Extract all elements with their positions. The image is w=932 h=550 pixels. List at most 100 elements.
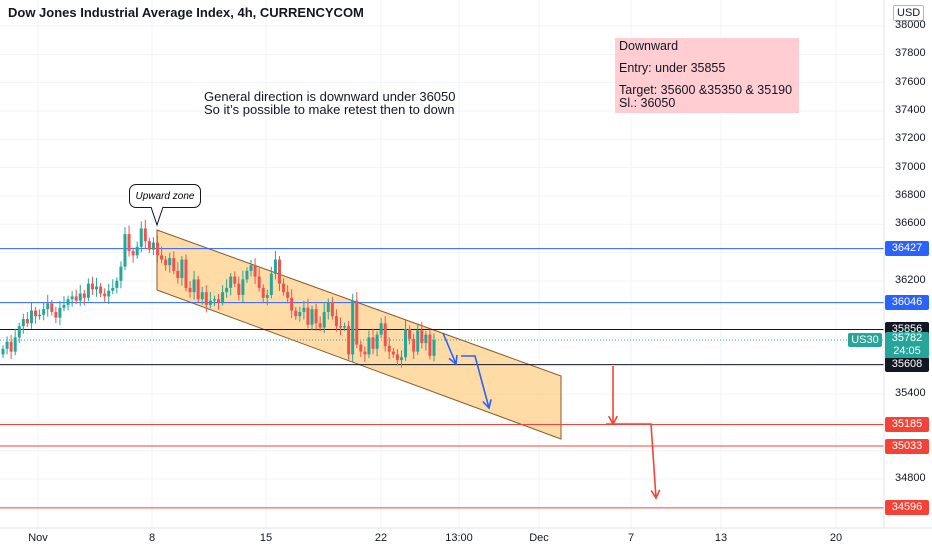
candle-body	[95, 286, 99, 290]
candle-body	[286, 292, 290, 298]
candle-body	[221, 292, 225, 303]
candle-body	[29, 310, 33, 324]
price-axis-label: 37400	[895, 103, 926, 116]
candle-body	[265, 294, 269, 298]
candle-body	[156, 242, 160, 256]
candle-body	[90, 283, 94, 290]
candle-body	[395, 354, 399, 361]
candle-body	[367, 337, 371, 355]
candle-body	[269, 273, 273, 295]
time-axis-label: 7	[627, 532, 635, 544]
candle-body	[241, 279, 245, 295]
candle-body	[74, 296, 78, 301]
candle-body	[424, 334, 428, 344]
chart-title: Dow Jones Industrial Average Index, 4h, …	[8, 5, 364, 20]
candle-body	[70, 296, 74, 300]
time-axis-label: Nov	[28, 532, 48, 544]
candle-body	[375, 334, 379, 349]
callout-pointer	[150, 207, 164, 227]
trade-plan-box: Downward Entry: under 35855 Target: 3560…	[615, 38, 799, 113]
candle-body	[180, 259, 184, 278]
candle-body	[233, 276, 237, 284]
time-axis-label: 20	[829, 532, 843, 544]
price-axis-label: 36600	[895, 217, 926, 230]
candle-body	[229, 276, 233, 288]
candle-body	[298, 311, 302, 317]
time-axis-label: 13:00	[445, 532, 473, 544]
candle-body	[139, 228, 143, 247]
candle-body	[225, 287, 229, 293]
price-level-tag: 35033	[885, 438, 929, 454]
last-price-tag: 35782 24:05	[885, 332, 929, 358]
candle-body	[387, 345, 391, 352]
candle-body	[322, 311, 326, 328]
red-arrow-2-head	[650, 489, 661, 500]
candle-body	[5, 341, 9, 349]
currency-badge[interactable]: USD	[893, 5, 925, 21]
time-axis-label: 22	[374, 532, 388, 544]
channel-fill	[156, 229, 562, 440]
candle-body	[86, 283, 90, 298]
candle-body	[245, 270, 249, 280]
candle-body	[82, 293, 86, 298]
price-axis-label: 37600	[895, 75, 926, 88]
candle-body	[62, 304, 66, 308]
price-axis-label: 37000	[895, 160, 926, 173]
candle-body	[359, 344, 363, 352]
candle-body	[428, 334, 432, 356]
candle-countdown: 24:05	[893, 345, 921, 357]
candle-body	[50, 303, 54, 312]
blue-arrow-1	[442, 332, 457, 365]
candle-body	[302, 307, 306, 312]
candle-body	[371, 337, 375, 349]
candle-body	[164, 259, 168, 266]
time-axis-label: 13	[714, 532, 728, 544]
candle-body	[184, 259, 188, 288]
candle-body	[399, 357, 403, 361]
candle-body	[338, 326, 342, 328]
time-axis-label: 8	[148, 532, 156, 544]
candle-body	[314, 309, 318, 324]
price-axis-label: 37200	[895, 132, 926, 145]
candle-body	[282, 283, 286, 293]
candle-body	[404, 328, 408, 358]
candle-body	[277, 259, 281, 284]
candle-body	[107, 290, 111, 297]
price-axis-label: 36800	[895, 188, 926, 201]
candle-body	[34, 310, 38, 317]
candle-body	[420, 330, 424, 344]
candle-body	[25, 319, 29, 324]
note-line-1: General direction is downward under 3605…	[204, 89, 456, 104]
candle-body	[200, 292, 204, 300]
candle-body	[217, 299, 220, 303]
candle-body	[172, 258, 176, 271]
price-axis-label: 36200	[895, 273, 926, 286]
candle-body	[379, 323, 383, 335]
candle-body	[294, 310, 298, 317]
price-axis-label: 38000	[895, 19, 926, 31]
candle-body	[119, 266, 123, 281]
candle-body	[253, 265, 257, 277]
candle-body	[151, 242, 155, 250]
candle-body	[351, 300, 355, 355]
price-level-tag: 36427	[885, 241, 929, 257]
candle-body	[1, 348, 5, 355]
candle-body	[408, 328, 412, 339]
candlesticks	[1, 219, 436, 368]
candle-body	[318, 323, 322, 328]
blue-arrow-1-head	[448, 354, 458, 366]
price-axis-label: 35400	[895, 387, 926, 400]
candle-body	[391, 351, 395, 355]
candle-body	[54, 311, 58, 318]
projection-arrows	[442, 332, 661, 500]
trade-plan-title: Downward	[619, 39, 679, 53]
price-levels	[0, 248, 884, 509]
time-axis-label: 15	[259, 532, 273, 544]
candle-body	[310, 309, 314, 325]
candle-body	[9, 341, 13, 352]
candle-body	[383, 323, 387, 346]
price-level-tag: 34596	[885, 500, 929, 516]
descending-channel	[156, 229, 562, 440]
candle-body	[168, 258, 172, 266]
